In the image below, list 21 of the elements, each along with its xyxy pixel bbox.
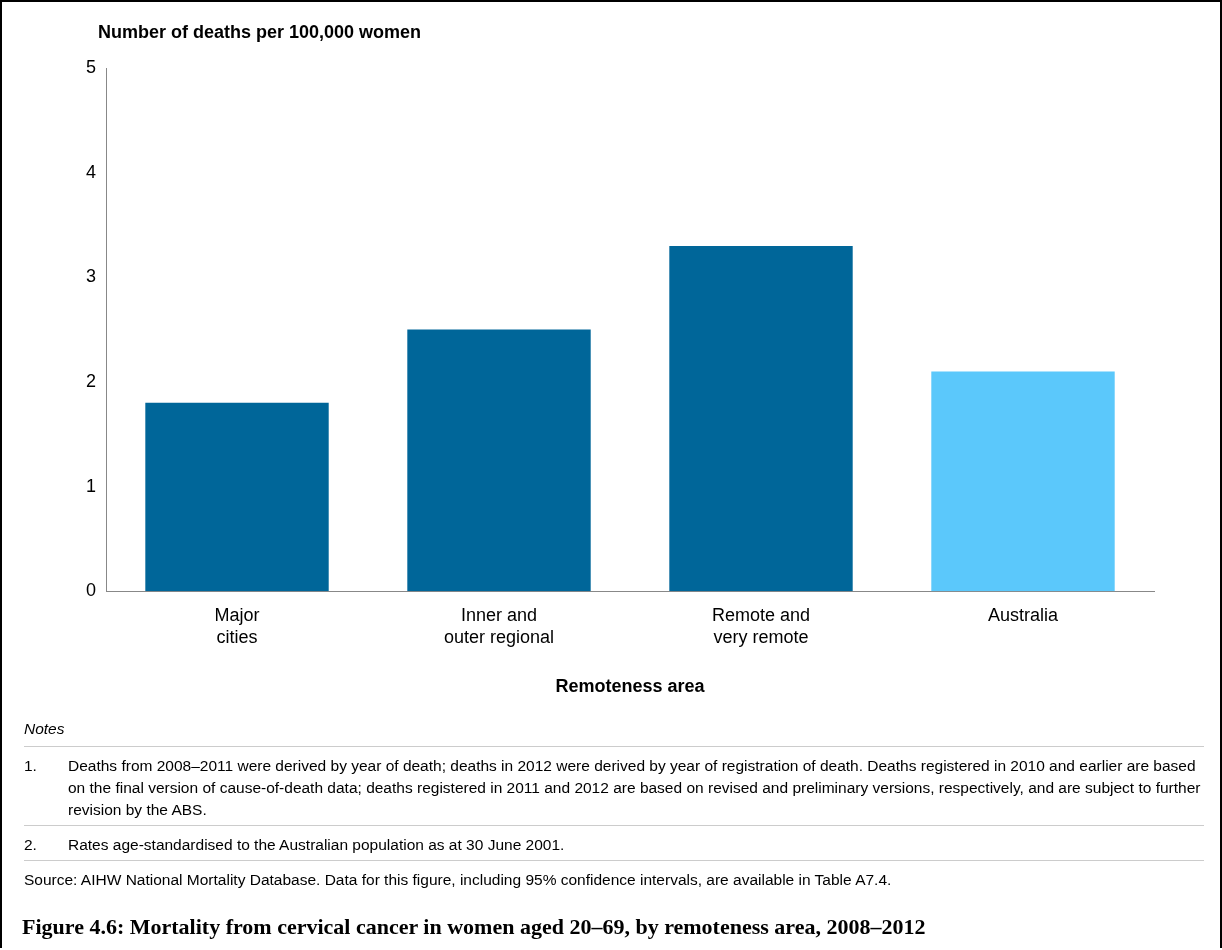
y-tick-label: 0 [86,580,97,601]
x-tick-label: Major cities [214,604,260,647]
y-tick-label: 1 [86,475,97,496]
bar [145,402,329,592]
x-tick-label: Remote and very remote [711,604,811,647]
text: Figure 4.6: Mortality from cervical cancer in women aged 20–69, by remoteness area, 2008–2012 [22,914,926,940]
y-tick-label: 5 [86,56,97,77]
text: 2. Rates age-standardised to the Australian population as at 30 June 2001. [24,836,565,853]
text: Notes [24,719,66,739]
y-tick-label: 3 [86,266,97,287]
bar [931,371,1115,592]
x-tick-label: Australia [987,604,1060,625]
x-tick-label: Inner and outer regional [443,604,555,647]
text: 1. Deaths from 2008–2011 were derived by year of death; deaths in 2012 were derived by year of registration of death. Deaths registered in 2010 and earlier are based on the final version of cause-of-death data; deaths registered in 2011 and 2012 are based on revised and preliminary versions, respectively, and are subject to further revision by the ABS. [24,757,1201,818]
source-note: Source: AIHW National Mortality Database. Data for this figure, including 95% confidence intervals, are available in Table A7.4. [24,860,1204,895]
x-axis-title: Remoteness area [555,676,706,697]
bar [669,245,853,592]
y-axis-title: Number of deaths per 100,000 women [98,22,422,43]
y-tick-label: 4 [86,161,97,182]
bar [407,329,591,592]
y-tick-label: 2 [86,370,97,391]
